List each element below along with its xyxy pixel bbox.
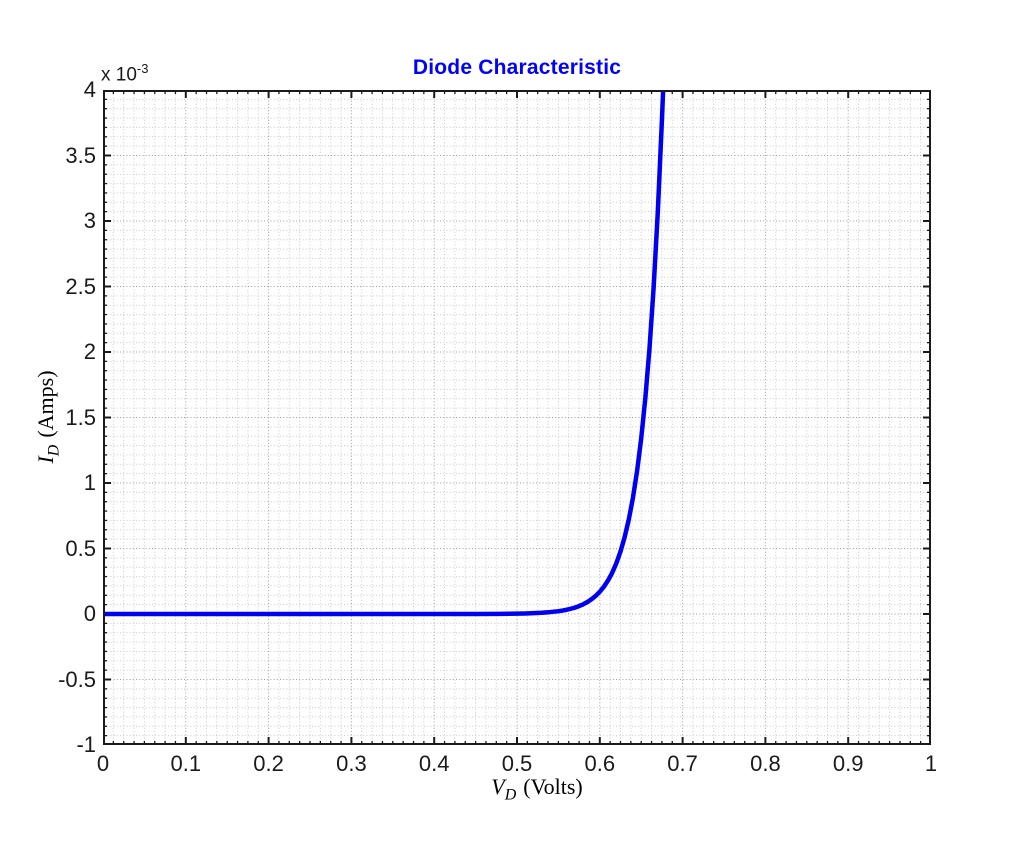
x-tick-label: 0.9: [832, 751, 864, 776]
x-tick-label: 0.7: [667, 751, 698, 776]
y-tick-label: 1: [83, 470, 96, 495]
y-tick-label: 2: [83, 339, 96, 364]
chart-title: Diode Characteristic: [412, 56, 622, 79]
y-tick-label: 1.5: [65, 404, 96, 430]
grid-minor: [104, 91, 930, 744]
x-tick-label: 0.2: [253, 751, 284, 776]
y-axis-exponent-power: -3: [136, 61, 149, 76]
x-tick-label: 0.3: [336, 751, 367, 776]
x-tick-label: 0: [96, 751, 110, 776]
y-axis-exponent: x 10-3: [101, 61, 148, 86]
x-axis-unit: (Volts): [523, 774, 583, 799]
y-tick-label: 3.5: [65, 142, 96, 168]
y-tick-label: -0.5: [58, 666, 96, 692]
diode-curve: [103, 90, 666, 617]
y-tick-label: 0: [83, 601, 96, 626]
y-tick-label: 2.5: [65, 273, 96, 299]
x-tick-label: 0.1: [170, 751, 202, 776]
y-axis-exponent-base: x 10: [101, 64, 137, 86]
y-tick-label: 4: [83, 77, 96, 102]
y-tick-label: 3: [83, 208, 96, 233]
x-axis-label: VD (Volts): [491, 774, 583, 804]
x-axis-variable: V: [491, 774, 505, 799]
y-tick-label: -1: [76, 732, 96, 757]
y-axis-variable: I: [33, 456, 58, 464]
y-axis-subscript: D: [45, 444, 63, 457]
x-tick-label: 0.8: [750, 751, 781, 776]
plot-border: [103, 90, 931, 745]
grid-major: [104, 91, 930, 744]
x-tick-label: 0.4: [418, 751, 450, 776]
x-tick-label: 1: [924, 751, 938, 776]
x-axis-subscript: D: [504, 786, 517, 804]
x-tick-label: 0.5: [501, 751, 533, 776]
y-tick-label: 0.5: [65, 535, 96, 561]
plot-area: [103, 90, 931, 745]
x-tick-label: 0.6: [584, 751, 616, 776]
